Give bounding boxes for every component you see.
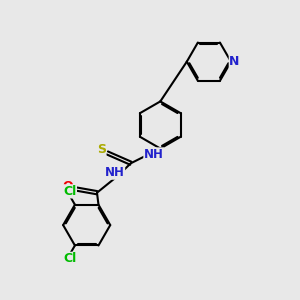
Text: Cl: Cl — [63, 252, 76, 265]
Text: O: O — [62, 180, 73, 193]
Text: NH: NH — [105, 166, 124, 179]
Text: N: N — [229, 55, 240, 68]
Text: NH: NH — [144, 148, 164, 161]
Text: Cl: Cl — [63, 185, 76, 198]
Text: S: S — [97, 143, 106, 156]
